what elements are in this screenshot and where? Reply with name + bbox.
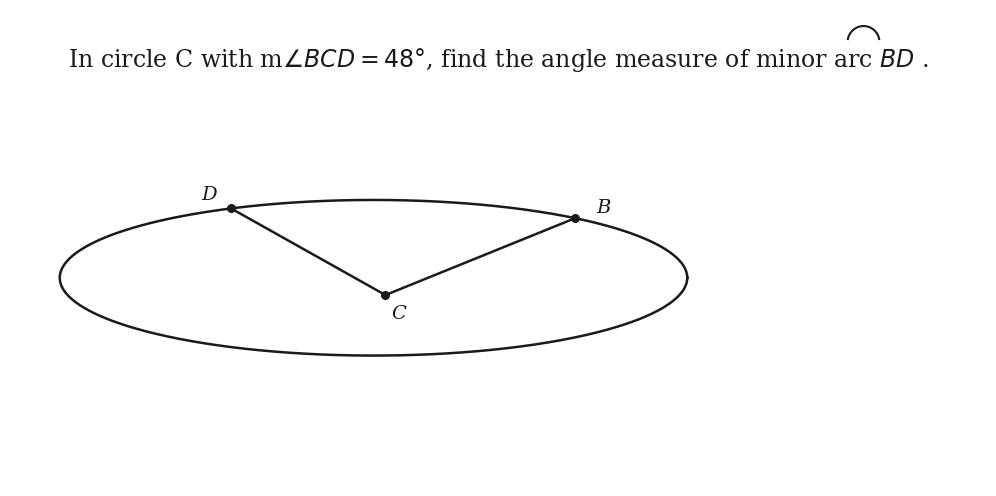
Text: In circle C with m$\angle \mathit{BCD} = 48°$, find the angle measure of minor a: In circle C with m$\angle \mathit{BCD} =… [68, 46, 928, 73]
Text: D: D [201, 186, 217, 203]
Text: B: B [596, 199, 611, 217]
Text: C: C [391, 305, 405, 323]
